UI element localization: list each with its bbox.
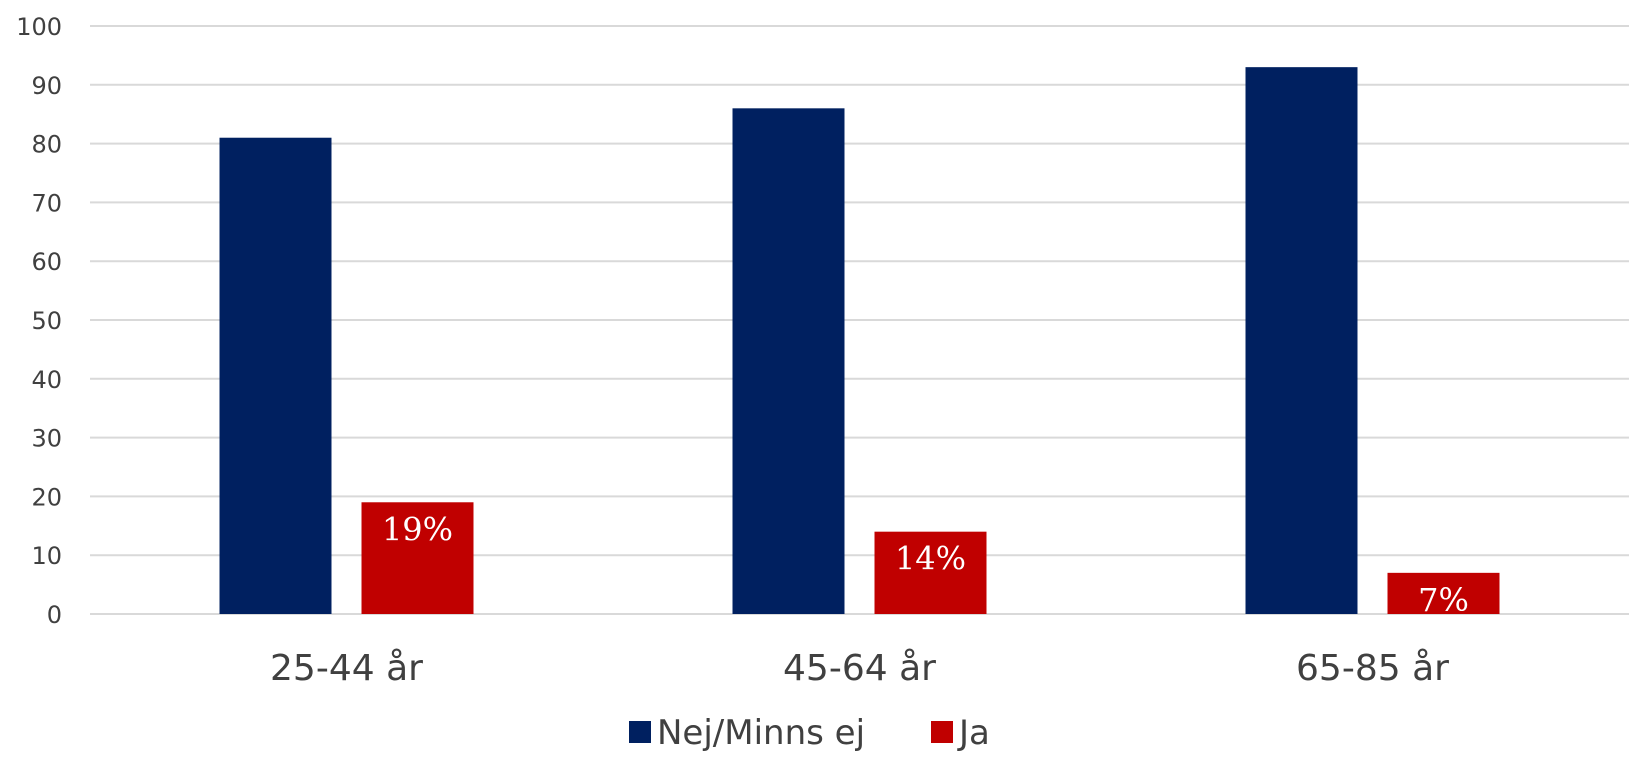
x-tick-label: 65-85 år <box>1296 648 1449 689</box>
bars <box>219 67 1500 614</box>
y-tick-label: 50 <box>31 307 62 335</box>
y-tick-label: 20 <box>31 483 62 511</box>
y-tick-label: 30 <box>31 425 62 453</box>
gridlines <box>90 25 1629 615</box>
x-axis-labels: 25-44 år 45-64 år 65-85 år <box>270 648 1449 689</box>
y-tick-label: 80 <box>31 131 62 159</box>
legend-label: Ja <box>957 713 990 753</box>
bar-nej <box>732 108 845 614</box>
y-tick-label: 60 <box>31 248 62 276</box>
data-label: 14% <box>895 540 966 578</box>
x-tick-label: 45-64 år <box>783 648 936 689</box>
bar-ja <box>361 502 474 614</box>
y-tick-label: 0 <box>47 601 62 629</box>
y-tick-label: 40 <box>31 366 62 394</box>
legend-label: Nej/Minns ej <box>657 713 865 753</box>
y-tick-label: 10 <box>31 542 62 570</box>
y-tick-label: 100 <box>16 13 62 41</box>
data-label: 7% <box>1418 581 1469 619</box>
y-tick-label: 70 <box>31 189 62 217</box>
bar-nej <box>219 137 332 614</box>
legend-swatch <box>629 721 651 743</box>
bar-nej <box>1245 67 1358 614</box>
data-labels: 19% 14% 7% <box>382 510 1469 619</box>
legend: Nej/Minns ej Ja <box>629 713 990 753</box>
bar-ja <box>1387 572 1500 614</box>
data-label: 19% <box>382 510 453 548</box>
y-axis-ticks: 0 10 20 30 40 50 60 70 80 90 100 <box>16 13 62 629</box>
y-tick-label: 90 <box>31 72 62 100</box>
bar-ja <box>874 531 987 614</box>
legend-swatch <box>931 721 953 743</box>
x-tick-label: 25-44 år <box>270 648 423 689</box>
